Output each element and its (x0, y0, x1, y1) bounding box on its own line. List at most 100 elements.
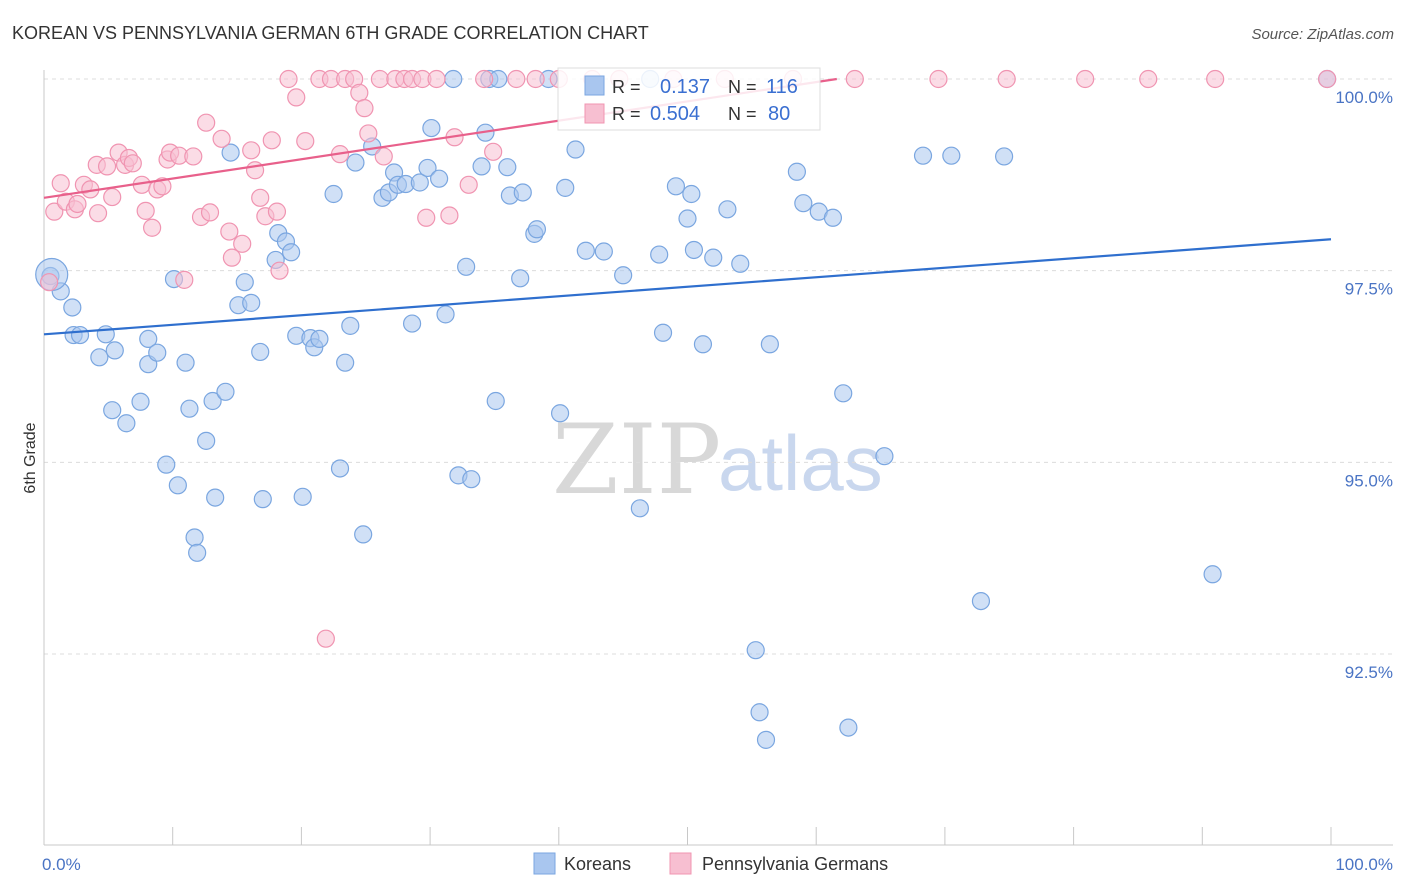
point-pennsylvania-germans-27 (197, 113, 216, 132)
point-pennsylvania-germans-58 (417, 208, 436, 227)
x-tick-label-left: 0.0% (42, 855, 81, 874)
point-koreans-69 (511, 269, 530, 288)
legend: Koreans Pennsylvania Germans (533, 852, 888, 875)
point-koreans-65 (486, 391, 505, 411)
point-pennsylvania-germans-9 (88, 204, 108, 223)
point-pennsylvania-germans-63 (475, 69, 494, 89)
y-tick-label-1: 97.5% (1345, 280, 1393, 299)
point-koreans-43 (341, 316, 360, 335)
point-koreans-97 (794, 194, 813, 213)
point-pennsylvania-germans-42 (296, 132, 315, 151)
y-axis-label: 6th Grade (22, 422, 39, 493)
gridlines (44, 78, 1393, 655)
legend-swatch-koreans[interactable] (533, 852, 556, 875)
point-koreans-44 (346, 153, 365, 172)
point-koreans-105 (971, 591, 991, 611)
point-koreans-62 (472, 157, 491, 176)
point-koreans-67 (498, 158, 517, 177)
point-pennsylvania-germans-40 (279, 69, 298, 89)
point-koreans-14 (157, 455, 176, 474)
point-koreans-96 (787, 162, 806, 181)
point-pennsylvania-germans-50 (355, 99, 374, 118)
legend-swatch-pennsylvania-germans[interactable] (669, 852, 692, 875)
point-koreans-84 (666, 177, 686, 196)
point-koreans-9 (117, 414, 136, 433)
point-pennsylvania-germans-76 (1076, 69, 1095, 89)
point-koreans-2 (63, 298, 82, 317)
point-koreans-107 (1203, 565, 1222, 584)
stats-n-label-koreans: N = (728, 77, 757, 97)
point-koreans-27 (235, 273, 254, 292)
point-pennsylvania-germans-33 (242, 141, 261, 160)
axes (43, 70, 1393, 846)
point-koreans-60 (457, 257, 476, 276)
point-koreans-75 (556, 178, 575, 197)
point-koreans-24 (216, 382, 235, 401)
chart-title: KOREAN VS PENNSYLVANIA GERMAN 6TH GRADE … (12, 23, 649, 43)
point-koreans-80 (630, 499, 649, 518)
point-pennsylvania-germans-74 (929, 69, 948, 89)
point-pennsylvania-germans-62 (459, 175, 478, 194)
watermark-atlas: atlas (718, 419, 883, 507)
point-koreans-13 (148, 343, 167, 362)
point-koreans-78 (594, 242, 613, 261)
point-koreans-20 (188, 543, 207, 562)
point-koreans-10 (139, 329, 158, 348)
point-koreans-99 (823, 208, 843, 227)
legend-label-pennsylvania-germans[interactable]: Pennsylvania Germans (702, 854, 888, 874)
point-koreans-103 (913, 146, 933, 165)
point-koreans-8 (103, 401, 122, 420)
point-pennsylvania-germans-39 (270, 261, 289, 280)
point-pennsylvania-germans-30 (220, 222, 239, 241)
point-pennsylvania-germans-78 (1206, 69, 1225, 89)
point-pennsylvania-germans-11 (103, 187, 122, 207)
point-koreans-87 (684, 240, 704, 260)
stats-n-label-pennsylvania-germans: N = (728, 104, 757, 124)
point-koreans-85 (678, 209, 697, 228)
point-koreans-94 (756, 730, 776, 749)
point-pennsylvania-germans-51 (359, 124, 378, 143)
x-tick-label-right: 100.0% (1335, 855, 1393, 874)
stats-r-label-pennsylvania-germans: R = (612, 104, 641, 124)
point-koreans-42 (336, 353, 355, 372)
point-koreans-76 (566, 140, 585, 159)
point-pennsylvania-germans-38 (267, 202, 287, 221)
point-pennsylvania-germans-2 (51, 174, 70, 193)
stats-swatch-pennsylvania-germans (584, 103, 605, 124)
point-koreans-104 (942, 146, 961, 165)
point-koreans-22 (203, 391, 222, 411)
y-tick-label-3: 92.5% (1345, 663, 1393, 682)
point-koreans-70 (513, 183, 532, 202)
point-koreans-101 (839, 718, 858, 737)
point-pennsylvania-germans-65 (507, 69, 526, 89)
point-koreans-55 (422, 118, 441, 138)
point-pennsylvania-germans-77 (1139, 69, 1158, 89)
chart-source: Source: ZipAtlas.com (1251, 26, 1394, 43)
point-pennsylvania-germans-17 (136, 201, 155, 220)
point-koreans-82 (650, 245, 669, 264)
legend-label-koreans[interactable]: Koreans (564, 854, 631, 874)
point-koreans-36 (293, 487, 312, 506)
point-koreans-7 (105, 341, 124, 360)
point-koreans-74 (550, 404, 570, 423)
point-koreans-72 (527, 220, 547, 239)
point-koreans-39 (310, 329, 329, 348)
point-koreans-54 (418, 158, 437, 178)
point-koreans-34 (282, 243, 301, 262)
point-koreans-93 (750, 703, 769, 722)
series-pennsylvania-germans-points (40, 69, 1337, 648)
point-koreans-23 (206, 488, 225, 507)
point-koreans-86 (682, 184, 701, 204)
point-koreans-18 (180, 399, 199, 418)
y-tick-label-0: 100.0% (1335, 88, 1393, 107)
point-koreans-91 (731, 254, 750, 273)
point-pennsylvania-germans-24 (175, 270, 194, 289)
point-pennsylvania-germans-79 (1318, 69, 1337, 89)
y-tick-labels: 100.0% 97.5% 95.0% 92.5% (1335, 88, 1393, 682)
point-pennsylvania-germans-25 (184, 147, 203, 166)
point-pennsylvania-germans-59 (427, 69, 446, 89)
stats-r-label-koreans: R = (612, 77, 641, 97)
stats-r-value-pennsylvania-germans: 0.504 (650, 103, 700, 125)
point-koreans-40 (324, 184, 343, 204)
